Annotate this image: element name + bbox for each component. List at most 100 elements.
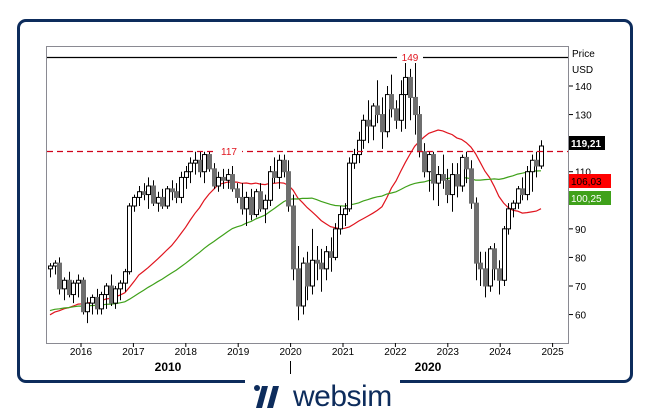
plot-area xyxy=(46,46,569,344)
candle xyxy=(460,154,465,192)
candle xyxy=(502,225,507,286)
brand-logo: websim xyxy=(245,379,400,415)
candle xyxy=(226,168,231,189)
candle xyxy=(506,203,511,235)
candle xyxy=(272,157,277,184)
candle xyxy=(174,183,179,204)
candle xyxy=(483,251,488,298)
candle xyxy=(394,100,399,129)
candle xyxy=(315,245,320,281)
candle xyxy=(436,165,441,206)
candle xyxy=(249,188,254,221)
candle xyxy=(212,163,217,189)
candle xyxy=(478,251,483,286)
y-tick-label: 130 xyxy=(575,111,592,122)
candle xyxy=(375,80,380,124)
candle xyxy=(142,183,147,201)
candle xyxy=(258,183,263,212)
candle xyxy=(95,288,100,315)
x-tick-label: 2020 xyxy=(279,347,302,358)
candle xyxy=(71,280,76,304)
candle xyxy=(492,243,497,281)
candle xyxy=(240,183,245,215)
candle xyxy=(160,188,165,209)
candle xyxy=(99,291,104,315)
candle xyxy=(333,223,338,261)
x-tick-label: 2018 xyxy=(175,347,198,358)
candle xyxy=(385,86,390,138)
candle xyxy=(408,68,413,121)
candle xyxy=(254,188,259,218)
candle xyxy=(118,280,123,301)
candle xyxy=(516,185,521,209)
candle xyxy=(104,283,109,309)
y-tick-label: 70 xyxy=(575,282,587,293)
candle xyxy=(380,97,385,149)
x-tick-label: 2017 xyxy=(122,347,145,358)
candle xyxy=(188,157,193,184)
x-tick-label: 2025 xyxy=(541,347,564,358)
ma-red-badge xyxy=(569,174,611,188)
candle xyxy=(263,194,268,224)
candle xyxy=(170,180,175,201)
candle xyxy=(268,165,273,206)
candle xyxy=(137,185,142,206)
candle xyxy=(413,57,418,135)
candle xyxy=(347,157,352,212)
candle xyxy=(352,148,357,169)
y-axis-ticks: 140 130 110 90 80 70 60 xyxy=(569,82,592,322)
x-tick-label: 2016 xyxy=(70,347,93,358)
candle xyxy=(123,268,128,292)
candle xyxy=(469,160,474,209)
candle xyxy=(389,74,394,118)
candle xyxy=(81,277,86,315)
candle xyxy=(207,151,212,172)
candle xyxy=(235,183,240,204)
candle xyxy=(230,165,235,192)
candle xyxy=(184,165,189,189)
ma-green-value: 100,25 xyxy=(571,194,602,205)
candle xyxy=(441,154,446,189)
candle xyxy=(90,294,95,315)
candle xyxy=(539,140,544,169)
candle xyxy=(202,151,207,184)
candle xyxy=(357,131,362,164)
candle xyxy=(156,191,161,212)
y-tick-label: 140 xyxy=(575,82,592,93)
candle xyxy=(198,151,203,178)
high-level-label: 149 xyxy=(402,53,419,64)
candle xyxy=(464,151,469,184)
x-tick-label: 2021 xyxy=(332,347,355,358)
last-price-value: 119,21 xyxy=(571,139,601,150)
candle xyxy=(216,171,221,192)
candle xyxy=(282,154,287,178)
candle xyxy=(520,177,525,201)
x-tick-label: 2024 xyxy=(489,347,512,358)
x-axis-ticks: 2016 2017 2018 2019 2020 2021 2022 2023 2024 2025 xyxy=(70,343,564,358)
websim-logo-icon xyxy=(254,385,279,408)
candle xyxy=(296,245,301,321)
y-tick-label: 110 xyxy=(575,168,591,179)
candle xyxy=(338,205,343,235)
candle xyxy=(403,60,408,129)
candle xyxy=(291,194,296,281)
candle xyxy=(455,163,460,198)
candle xyxy=(530,154,535,192)
candle xyxy=(132,194,137,212)
candle xyxy=(525,165,530,201)
candle xyxy=(445,168,450,204)
candle xyxy=(497,260,502,295)
price-axis-title: Price xyxy=(572,49,595,60)
candle xyxy=(371,103,376,141)
candle xyxy=(76,274,81,298)
candle xyxy=(151,180,156,206)
candle xyxy=(301,257,306,315)
candle xyxy=(450,163,455,212)
decade-label-2020: 2020 xyxy=(415,360,442,374)
candle xyxy=(48,263,53,278)
ma-green-badge xyxy=(569,191,611,205)
last-price-badge xyxy=(569,136,605,150)
candle xyxy=(127,203,132,275)
candle xyxy=(57,257,62,295)
